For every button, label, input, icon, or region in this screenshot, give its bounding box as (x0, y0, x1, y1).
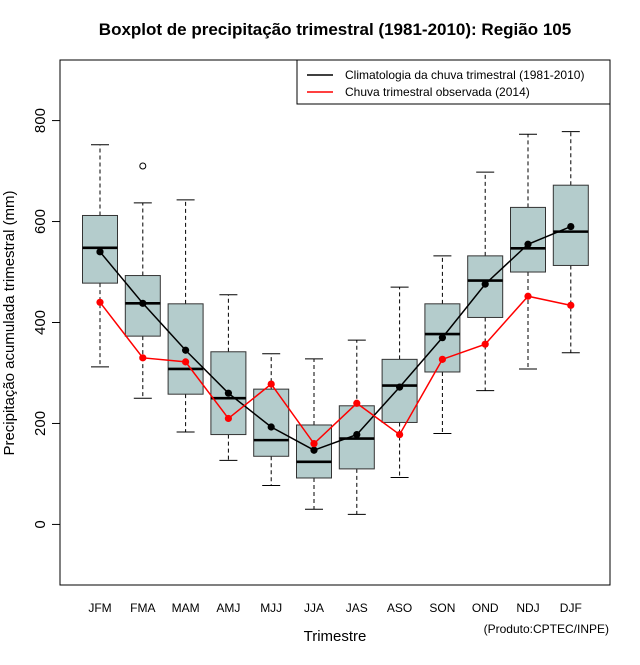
series-point (396, 430, 404, 439)
series-point (139, 354, 147, 362)
box-mam (167, 199, 204, 433)
series-point (96, 298, 104, 306)
x-tick-label: OND (472, 601, 499, 615)
x-axis: JFM FMA MAM AMJ MJJ JJA JAS ASO SON OND NDJ DJF (88, 601, 581, 615)
legend-label-climatology: Climatologia da chuva trimestral (1981-2… (345, 68, 584, 82)
series-point (353, 399, 361, 407)
series-point (182, 358, 190, 366)
series-observed (96, 292, 575, 448)
series-point (139, 299, 147, 307)
box-jja (296, 358, 332, 510)
series-point (567, 222, 575, 231)
credit-text: (Produto:CPTEC/INPE) (484, 622, 609, 636)
y-axis-label: Precipitação acumulada trimestral (mm) (1, 190, 18, 455)
x-tick-label: DJF (560, 601, 582, 615)
series-point (96, 248, 104, 256)
box-amj (210, 294, 247, 461)
series-point (438, 355, 446, 363)
series-point (224, 389, 232, 397)
series-point (310, 440, 318, 448)
series-point (396, 383, 404, 391)
series-point (310, 446, 318, 454)
series-point (224, 414, 232, 423)
x-tick-label: MJJ (260, 601, 282, 615)
box-iqr (381, 358, 418, 423)
series-point (524, 292, 532, 300)
series-point (481, 340, 489, 348)
x-tick-label: JAS (346, 601, 368, 615)
legend-label-observed: Chuva trimestral observada (2014) (345, 85, 530, 99)
y-tick-label: 400 (32, 310, 49, 335)
legend: Climatologia da chuva trimestral (1981-2… (296, 59, 611, 105)
box-mjj (253, 353, 290, 487)
series-point (567, 301, 575, 309)
series-lines (96, 222, 575, 454)
chart-title: Boxplot de precipitação trimestral (1981… (99, 20, 571, 39)
box-jas (338, 339, 375, 515)
x-tick-label: SON (429, 601, 455, 615)
series-point (524, 240, 532, 248)
x-tick-label: JJA (304, 601, 324, 615)
x-tick-label: NDJ (516, 601, 539, 615)
series-point (267, 380, 275, 388)
box-ndj (510, 133, 546, 370)
y-tick-label: 800 (32, 108, 49, 133)
x-axis-label: Trimestre (304, 628, 367, 645)
outlier-point (139, 162, 147, 170)
legend-box (296, 59, 611, 105)
x-tick-label: JFM (88, 601, 111, 615)
x-tick-label: MAM (172, 601, 200, 615)
x-tick-label: AMJ (216, 601, 240, 615)
series-point (182, 346, 190, 354)
box-iqr (253, 388, 290, 457)
y-tick-label: 600 (32, 209, 49, 234)
x-tick-label: ASO (387, 601, 412, 615)
box-son (424, 255, 461, 435)
series-point (438, 334, 446, 342)
series-point (267, 423, 275, 431)
series-line (99, 225, 572, 452)
series-point (481, 280, 489, 288)
y-tick-label: 0 (32, 520, 49, 528)
series-climatology (96, 222, 575, 454)
box-fma (124, 162, 161, 399)
series-line (99, 295, 571, 445)
y-tick-label: 200 (32, 411, 49, 436)
box-jfm (82, 144, 118, 368)
box-djf (552, 131, 589, 354)
series-point (353, 430, 361, 439)
box-aso (381, 286, 418, 478)
boxes (82, 131, 589, 515)
x-tick-label: FMA (130, 601, 155, 615)
y-axis: 0 200 400 600 800 (32, 108, 61, 529)
